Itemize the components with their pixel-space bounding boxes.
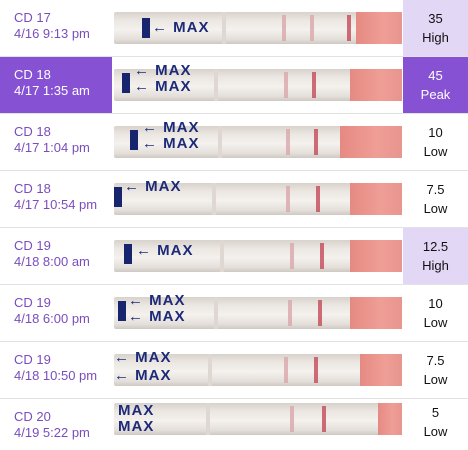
lh-value: 35 [428,11,443,26]
max-arrow-label: ← MAX [114,367,172,384]
result-badge: 10 Low [403,114,468,170]
test-strip-photo: ← MAX ← MAX [112,114,402,170]
lh-level: High [422,258,449,273]
cycle-day-label: CD 18 [14,124,51,139]
lh-level: Low [423,201,448,216]
max-label: MAX [118,418,155,435]
lh-level: Low [423,315,448,330]
result-badge: 7.5 Low [403,342,468,398]
test-strip-photo: ← MAX ← MAX [112,285,402,341]
test-line [320,243,324,269]
max-marker-icon [122,73,130,93]
result-badge: 12.5 High [403,228,468,284]
max-marker-icon [118,301,126,321]
test-time-label: 4/19 5:22 pm [14,425,90,440]
max-arrow-label: ← MAX [128,292,186,309]
lh-value: 10 [428,125,443,140]
test-date: CD 19 4/18 6:00 pm [0,285,112,341]
result-badge: 35 High [403,0,468,56]
test-line [312,72,316,98]
lh-level: High [422,30,449,45]
max-marker-icon [142,18,150,38]
test-date: CD 18 4/17 1:04 pm [0,114,112,170]
test-strip-photo: ← MAX [112,228,402,284]
lh-level: Low [423,372,448,387]
max-arrow-label: ← MAX [134,62,192,79]
cycle-day-label: CD 18 [14,181,51,196]
test-date: CD 19 4/18 10:50 pm [0,342,112,398]
test-strip-photo: ← MAX [112,171,402,227]
test-time-label: 4/17 1:04 pm [14,140,90,155]
test-row[interactable]: CD 20 4/19 5:22 pm MAX MAX 5 Low [0,399,468,450]
cycle-day-label: CD 19 [14,352,51,367]
test-strip-photo: ← MAX ← MAX [112,342,402,398]
test-date: CD 17 4/16 9:13 pm [0,0,112,56]
cycle-day-label: CD 17 [14,10,51,25]
test-time-label: 4/17 1:35 am [14,83,90,98]
lh-value: 45 [428,68,443,83]
test-time-label: 4/17 10:54 pm [14,197,98,212]
result-badge: 10 Low [403,285,468,341]
test-row[interactable]: CD 19 4/18 8:00 am ← MAX 12.5 High [0,228,468,285]
cycle-day-label: CD 20 [14,409,51,424]
test-date: CD 19 4/18 8:00 am [0,228,112,284]
lh-level: Peak [420,87,451,102]
test-row[interactable]: CD 19 4/18 6:00 pm ← MAX ← MAX 10 Low [0,285,468,342]
test-line [322,406,326,432]
max-arrow-label: ← MAX [142,119,200,136]
lh-value: 5 [431,405,440,420]
lh-value: 12.5 [422,239,449,254]
test-line [318,300,322,326]
max-arrow-label: ← MAX [128,308,186,325]
max-arrow-label: ← MAX [134,78,192,95]
test-date: CD 18 4/17 1:35 am [0,57,112,113]
result-badge: 7.5 Low [403,171,468,227]
test-strip-photo: ← MAX ← MAX [112,57,402,113]
test-time-label: 4/18 10:50 pm [14,368,98,383]
test-time-label: 4/16 9:13 pm [14,26,90,41]
test-row[interactable]: CD 18 4/17 10:54 pm ← MAX 7.5 Low [0,171,468,228]
lh-level: Low [423,424,448,439]
test-date: CD 18 4/17 10:54 pm [0,171,112,227]
lh-value: 7.5 [426,182,445,197]
test-line [347,15,351,41]
max-marker-icon [124,244,132,264]
max-arrow-label: ← MAX [124,178,182,195]
test-date: CD 20 4/19 5:22 pm [0,399,112,450]
max-arrow-label: ← MAX [136,242,194,259]
lh-level: Low [423,144,448,159]
max-marker-icon [130,130,138,150]
test-line [316,186,320,212]
test-strip-photo: MAX MAX [112,399,402,450]
lh-value: 10 [428,296,443,311]
result-badge: 45 Peak [403,57,468,113]
test-line [314,357,318,383]
test-row[interactable]: CD 19 4/18 10:50 pm ← MAX ← MAX 7.5 Low [0,342,468,399]
max-marker-icon [114,187,122,207]
cycle-day-label: CD 19 [14,295,51,310]
cycle-day-label: CD 19 [14,238,51,253]
test-row[interactable]: CD 18 4/17 1:35 am ← MAX ← MAX 45 Peak [0,57,468,114]
lh-value: 7.5 [426,353,445,368]
max-arrow-label: ← MAX [142,135,200,152]
test-row[interactable]: CD 17 4/16 9:13 pm ← MAX 35 High [0,0,468,57]
test-row[interactable]: CD 18 4/17 1:04 pm ← MAX ← MAX 10 Low [0,114,468,171]
test-strip-photo: ← MAX [112,0,402,56]
max-label: MAX [118,402,155,419]
max-arrow-label: ← MAX [114,349,172,366]
test-time-label: 4/18 8:00 am [14,254,90,269]
max-arrow-label: ← MAX [152,19,210,36]
test-line [314,129,318,155]
cycle-day-label: CD 18 [14,67,51,82]
test-time-label: 4/18 6:00 pm [14,311,90,326]
result-badge: 5 Low [403,399,468,450]
